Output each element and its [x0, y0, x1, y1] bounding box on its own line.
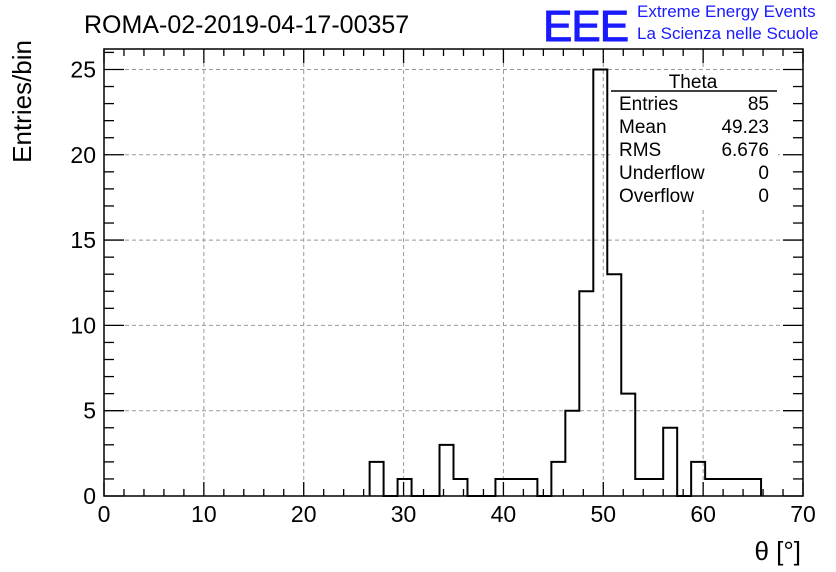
stats-row-label: RMS	[619, 140, 661, 161]
histogram-bin	[663, 428, 677, 496]
histogram-bin	[440, 445, 454, 496]
x-tick-label: 20	[291, 501, 317, 527]
plot-frame-rect	[103, 48, 804, 497]
eee-logo-mark: EEE	[543, 2, 628, 51]
histogram-bin	[747, 479, 761, 496]
histogram-bin	[607, 274, 621, 496]
histogram-bin	[621, 394, 635, 496]
x-tick-labels: 0 10 20 30 40 50 60 70	[98, 501, 816, 527]
stats-box: Theta Entries 85 Mean 49.23 RMS 6.676 Underflo…	[610, 70, 778, 210]
y-tick-label: 15	[70, 227, 96, 253]
histogram-bin	[733, 479, 747, 496]
histogram-bin	[454, 479, 468, 496]
x-tick-label: 30	[391, 501, 417, 527]
histogram-bin	[649, 479, 663, 496]
stats-title: Theta	[669, 72, 718, 93]
histogram-bin	[705, 479, 719, 496]
stats-row-value: 49.23	[721, 117, 769, 138]
y-tick-label: 0	[83, 483, 96, 509]
y-tick-labels: 0 5 10 15 20 25	[70, 56, 96, 509]
x-tick-label: 70	[790, 501, 816, 527]
histogram-bin	[719, 479, 733, 496]
stats-row-value: 0	[758, 163, 769, 184]
axis-ticks	[103, 49, 804, 497]
y-axis-label: Entries/bin	[7, 40, 37, 163]
stats-row-value: 0	[758, 186, 769, 207]
histogram-bin	[579, 291, 593, 496]
x-tick-label: 0	[98, 501, 111, 527]
eee-logo-line1: Extreme Energy Events	[637, 2, 816, 21]
y-tick-label: 10	[70, 312, 96, 338]
chart-title: ROMA-02-2019-04-17-00357	[84, 11, 409, 39]
histogram-bin	[370, 462, 384, 496]
x-tick-label: 40	[491, 501, 517, 527]
y-tick-label: 5	[83, 398, 96, 424]
histogram-bin	[509, 479, 523, 496]
histogram-bin	[495, 479, 509, 496]
stats-row-label: Mean	[619, 117, 667, 138]
stats-row-label: Overflow	[619, 186, 694, 207]
stats-row-value: 85	[748, 94, 769, 115]
histogram-bin	[565, 411, 579, 496]
stats-row-label: Entries	[619, 94, 678, 115]
x-tick-label: 50	[590, 501, 616, 527]
stats-rows: Entries 85 Mean 49.23 RMS 6.676 Underflow 0 Over…	[619, 94, 769, 207]
y-tick-label: 20	[70, 142, 96, 168]
x-tick-label: 60	[690, 501, 716, 527]
x-axis-label: θ [°]	[754, 536, 801, 566]
eee-logo-line2: La Scienza nelle Scuole	[637, 24, 818, 43]
histogram-bin	[635, 479, 649, 496]
histogram-bin	[593, 69, 607, 496]
stats-row-label: Underflow	[619, 163, 705, 184]
eee-logo: EEE Extreme Energy Events La Scienza nel…	[543, 2, 819, 52]
plot-frame	[103, 48, 804, 497]
histogram-bin	[398, 479, 412, 496]
y-tick-label: 25	[70, 56, 96, 82]
histogram-bin	[523, 479, 537, 496]
stats-row-value: 6.676	[721, 140, 769, 161]
x-tick-label: 10	[191, 501, 217, 527]
